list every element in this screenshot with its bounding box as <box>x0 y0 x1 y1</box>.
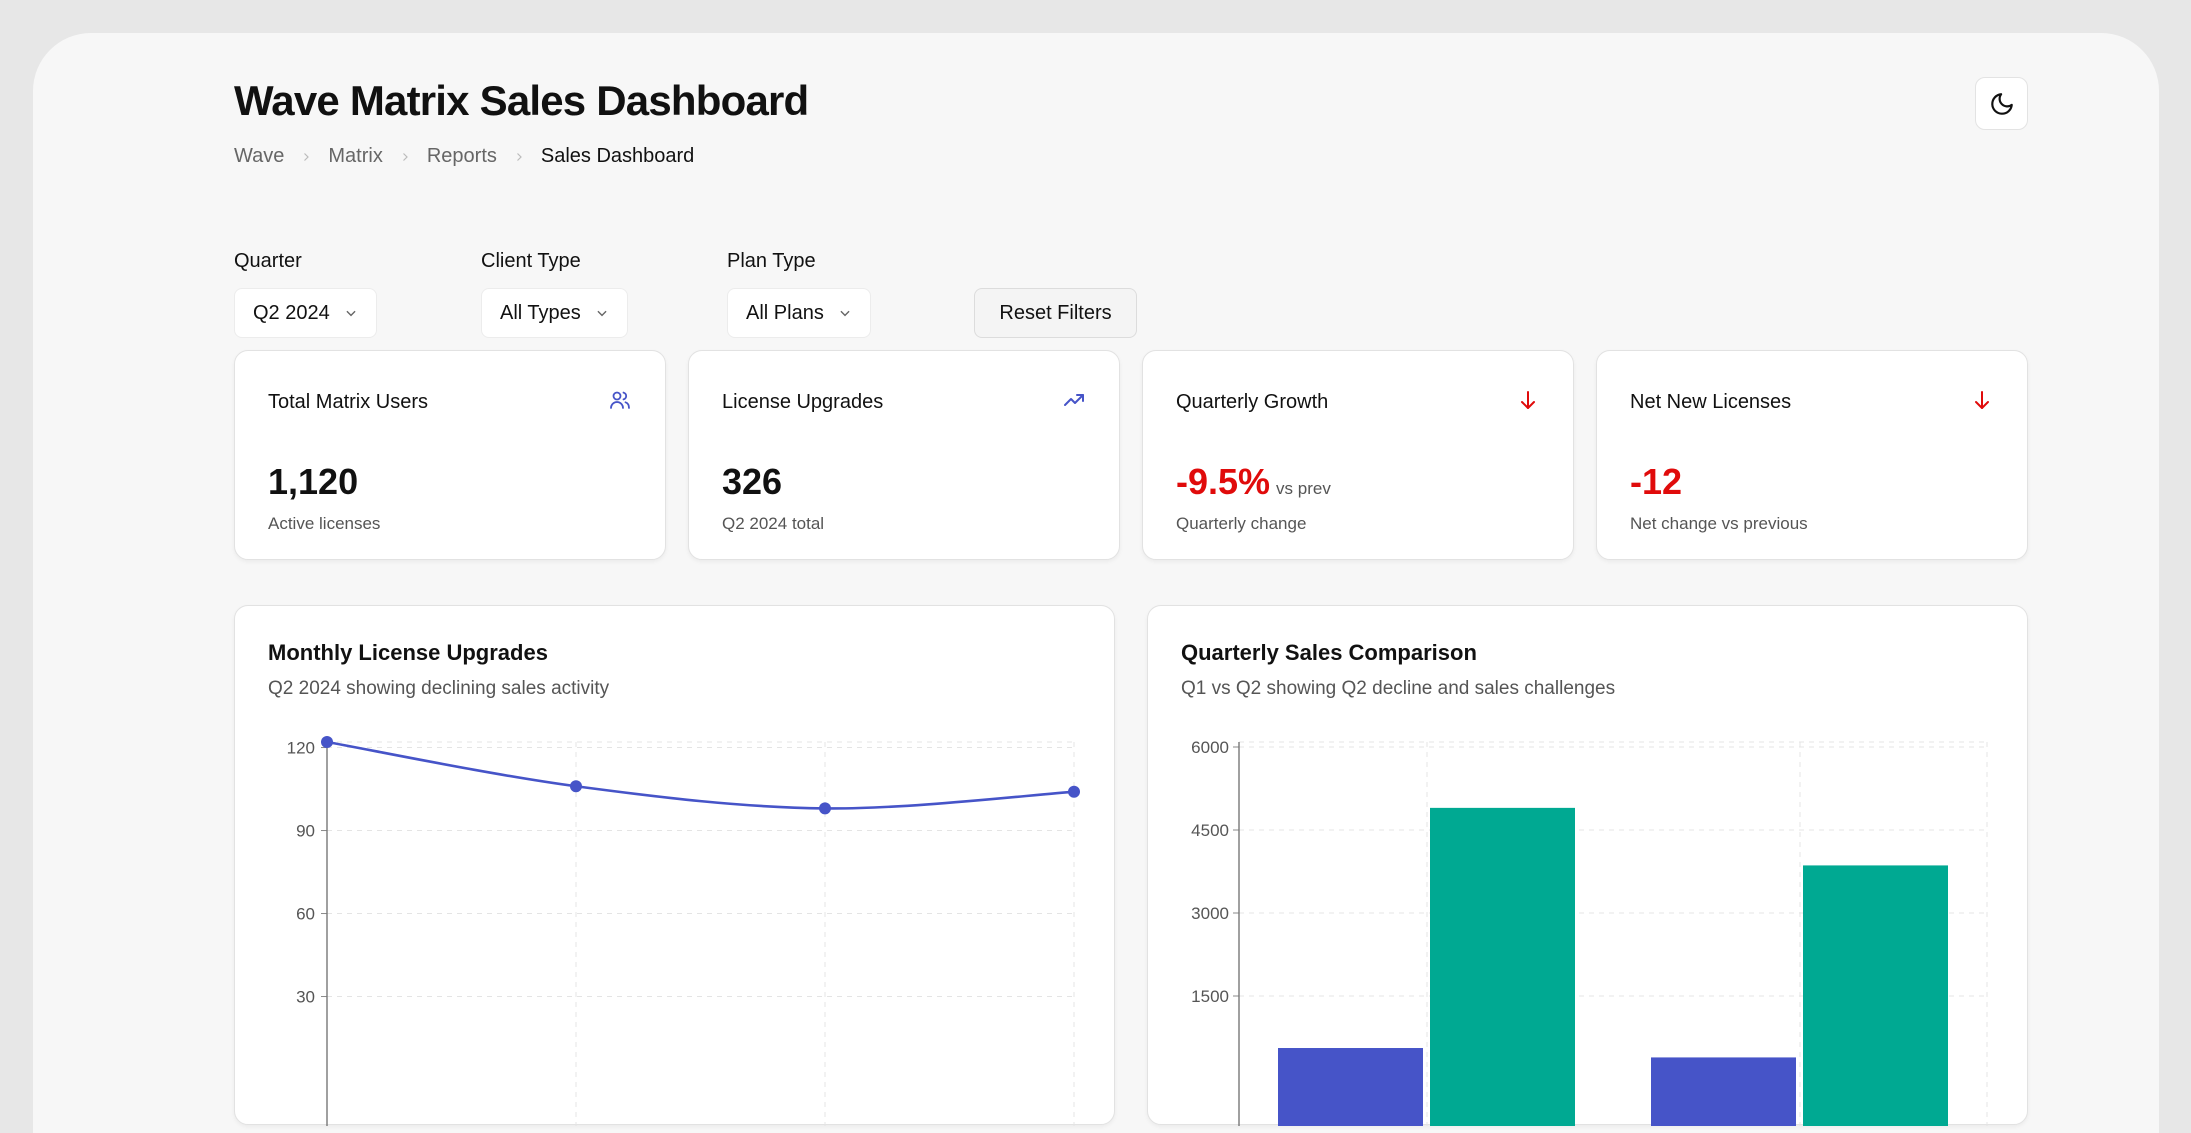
series-line <box>326 740 1075 810</box>
kpi-comparison-label: vs prev <box>1276 479 1331 498</box>
chart-subtitle: Q2 2024 showing declining sales activity <box>268 678 610 699</box>
kpi-title: License Upgrades <box>722 391 884 413</box>
kpi-title: Net New Licenses <box>1630 391 1792 413</box>
plan-type-select-value: All Plans <box>746 301 824 324</box>
line-chart: 120 90 60 30 <box>287 736 1080 1126</box>
quarter-filter: Quarter Q2 2024 <box>234 250 377 338</box>
moon-icon <box>1990 92 2013 115</box>
page-title: Wave Matrix Sales Dashboard <box>234 77 809 124</box>
y-tick-label: 60 <box>296 905 315 924</box>
client-type-filter-label: Client Type <box>481 250 581 272</box>
chart-subtitle: Q1 vs Q2 showing Q2 decline and sales ch… <box>1181 678 1616 699</box>
chevron-right-icon <box>300 151 312 163</box>
y-tick-label: 90 <box>296 822 315 841</box>
bar <box>1430 807 1575 1126</box>
app-window: Wave Matrix Sales Dashboard Wave Matrix … <box>33 33 2159 1133</box>
kpi-title: Total Matrix Users <box>268 391 429 413</box>
plan-type-select[interactable]: All Plans <box>727 288 871 338</box>
kpi-subtext: Active licenses <box>268 514 381 533</box>
arrow-down-icon <box>1975 391 1989 409</box>
breadcrumb: Wave Matrix Reports Sales Dashboard <box>234 145 694 168</box>
y-tick-label: 3000 <box>1191 904 1229 923</box>
client-type-filter: Client Type All Types <box>481 250 628 338</box>
kpi-value: 326 <box>722 461 783 502</box>
chevron-down-icon <box>840 310 850 317</box>
y-tick-label: 6000 <box>1191 738 1229 757</box>
quarter-select-value: Q2 2024 <box>253 301 330 324</box>
data-point <box>570 780 582 793</box>
reset-filters-button[interactable]: Reset Filters <box>974 288 1137 338</box>
arrow-down-icon <box>1521 391 1535 409</box>
kpi-value: -9.5% <box>1176 461 1271 502</box>
bar <box>1651 1057 1796 1126</box>
data-point <box>819 802 831 815</box>
y-tick-label: 4500 <box>1191 821 1229 840</box>
chart-title: Quarterly Sales Comparison <box>1181 640 1477 665</box>
data-point <box>1068 785 1080 798</box>
chevron-right-icon <box>399 151 411 163</box>
chevron-down-icon <box>346 310 356 317</box>
monthly-license-upgrades-panel: Monthly License Upgrades Q2 2024 showing… <box>234 605 1115 1126</box>
breadcrumb-item-matrix[interactable]: Matrix <box>328 145 383 167</box>
bar <box>1278 1048 1423 1126</box>
kpi-value: 1,120 <box>268 461 359 502</box>
y-tick-label: 30 <box>296 988 315 1007</box>
breadcrumb-item-current: Sales Dashboard <box>540 145 695 167</box>
chevron-down-icon <box>597 310 607 317</box>
quarter-select[interactable]: Q2 2024 <box>234 288 377 338</box>
y-tick-label: 1500 <box>1191 987 1229 1006</box>
y-tick-label: 120 <box>287 739 315 758</box>
client-type-select-value: All Types <box>500 301 581 324</box>
chart-title: Monthly License Upgrades <box>268 640 548 665</box>
kpi-card-quarterly-growth: Quarterly Growth -9.5% vs prev Quarterly … <box>1142 350 1574 560</box>
theme-toggle-button[interactable] <box>1975 77 2028 130</box>
kpi-card-total-users: Total Matrix Users 1,120 Active licenses <box>234 350 666 560</box>
kpi-subtext: Quarterly change <box>1176 514 1307 533</box>
kpi-card-net-new-licenses: Net New Licenses -12 Net change vs previ… <box>1596 350 2028 560</box>
kpi-subtext: Net change vs previous <box>1630 514 1808 533</box>
bar <box>1803 865 1948 1126</box>
kpi-card-license-upgrades: License Upgrades 326 Q2 2024 total <box>688 350 1120 560</box>
kpi-title: Quarterly Growth <box>1176 391 1329 413</box>
plan-type-filter: Plan Type All Plans <box>727 250 871 338</box>
breadcrumb-item-reports[interactable]: Reports <box>426 145 497 167</box>
plan-type-filter-label: Plan Type <box>727 250 816 272</box>
trending-up-icon <box>1064 394 1084 406</box>
users-icon <box>610 391 630 409</box>
breadcrumb-item-wave[interactable]: Wave <box>234 145 285 167</box>
bar-chart: 6000 4500 3000 1500 <box>1191 738 1988 1126</box>
kpi-value: -12 <box>1630 461 1683 502</box>
kpi-subtext: Q2 2024 total <box>722 514 825 533</box>
client-type-select[interactable]: All Types <box>481 288 628 338</box>
quarter-filter-label: Quarter <box>234 250 302 272</box>
kpi-value-row: -9.5% vs prev <box>1176 461 1331 503</box>
quarterly-sales-comparison-panel: Quarterly Sales Comparison Q1 vs Q2 show… <box>1147 605 2028 1126</box>
data-point <box>321 736 333 748</box>
chevron-right-icon <box>513 151 525 163</box>
